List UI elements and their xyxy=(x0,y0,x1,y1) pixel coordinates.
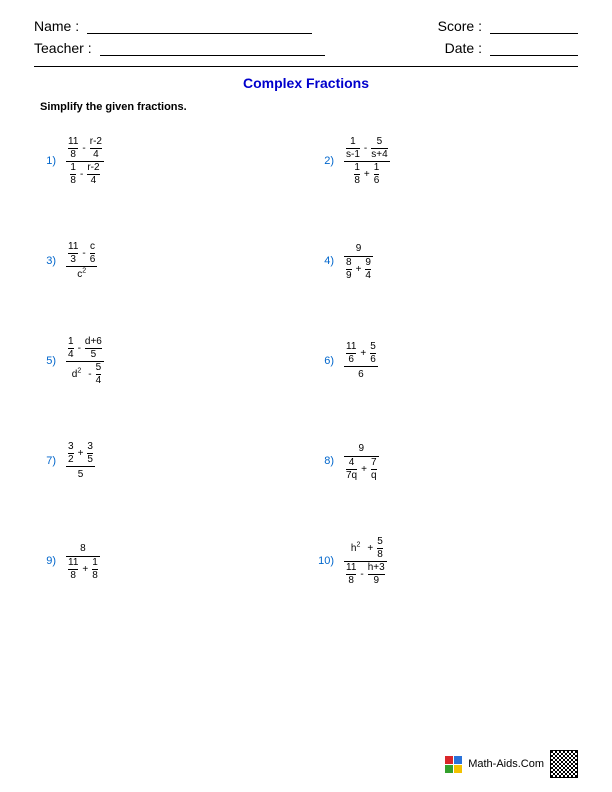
date-label: Date : xyxy=(445,40,482,56)
footer: Math-Aids.Com xyxy=(445,750,578,778)
problem: 9) 8118+18 xyxy=(38,531,296,591)
problem-number: 5) xyxy=(38,355,56,367)
problem-number: 9) xyxy=(38,555,56,567)
page-title: Complex Fractions xyxy=(34,75,578,91)
complex-fraction: 1s-1-5s+418+16 xyxy=(344,137,390,186)
complex-fraction: 947q+7q xyxy=(344,442,379,481)
complex-fraction: 14-d+65d2-54 xyxy=(66,337,104,386)
problem: 10) h2+58118-h+39 xyxy=(316,531,574,591)
problem: 1) 118-r-2418-r-24 xyxy=(38,131,296,191)
complex-fraction: 8118+18 xyxy=(66,542,100,581)
score-label: Score : xyxy=(438,18,482,34)
logo-icon xyxy=(445,756,462,773)
date-blank[interactable] xyxy=(490,42,578,56)
problem-number: 6) xyxy=(316,355,334,367)
name-label: Name : xyxy=(34,18,79,34)
score-blank[interactable] xyxy=(490,20,578,34)
complex-fraction: 989+94 xyxy=(344,242,373,281)
problem: 3) 113-c6c2 xyxy=(38,231,296,291)
problem-number: 10) xyxy=(316,555,334,567)
problems-grid: 1) 118-r-2418-r-24 2) 1s-1-5s+418+16 3) 113-c… xyxy=(34,123,578,591)
problem-number: 7) xyxy=(38,455,56,467)
complex-fraction: 118-r-2418-r-24 xyxy=(66,137,104,186)
problem: 6) 116+566 xyxy=(316,331,574,391)
problem: 8) 947q+7q xyxy=(316,431,574,491)
problem: 2) 1s-1-5s+418+16 xyxy=(316,131,574,191)
teacher-blank[interactable] xyxy=(100,42,325,56)
problem-number: 8) xyxy=(316,455,334,467)
problem-number: 3) xyxy=(38,255,56,267)
qr-icon xyxy=(550,750,578,778)
problem: 4) 989+94 xyxy=(316,231,574,291)
problem-number: 4) xyxy=(316,255,334,267)
problem: 7) 32+355 xyxy=(38,431,296,491)
footer-text: Math-Aids.Com xyxy=(468,758,544,770)
complex-fraction: h2+58118-h+39 xyxy=(344,537,387,586)
complex-fraction: 113-c6c2 xyxy=(66,242,97,281)
name-blank[interactable] xyxy=(87,20,312,34)
divider xyxy=(34,66,578,67)
problem: 5) 14-d+65d2-54 xyxy=(38,331,296,391)
complex-fraction: 32+355 xyxy=(66,442,95,481)
problem-number: 2) xyxy=(316,155,334,167)
instructions: Simplify the given fractions. xyxy=(40,101,578,113)
teacher-label: Teacher : xyxy=(34,40,92,56)
complex-fraction: 116+566 xyxy=(344,342,378,381)
problem-number: 1) xyxy=(38,155,56,167)
